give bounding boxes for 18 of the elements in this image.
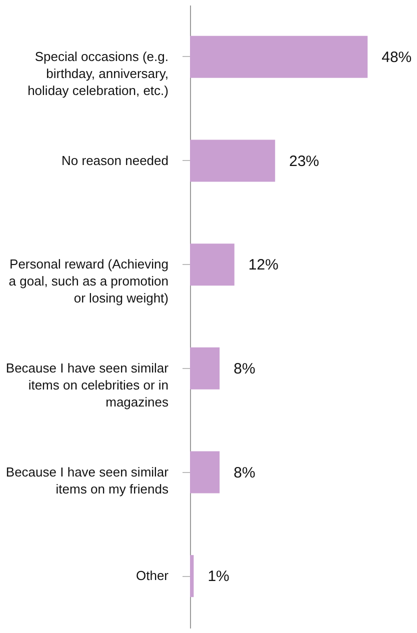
bar <box>190 244 234 286</box>
bar <box>190 36 368 78</box>
bar <box>190 451 220 494</box>
y-tick-label: Other <box>136 568 170 584</box>
y-tick-label: Because I have seen similar items on celebrities or in magazines <box>6 360 170 410</box>
bar <box>190 140 276 182</box>
data-label: 1% <box>208 568 230 586</box>
data-label: 12% <box>248 256 278 274</box>
data-label: 23% <box>289 152 320 170</box>
bar <box>190 555 194 598</box>
data-label: 8% <box>234 360 256 378</box>
y-tick-label: Because I have seen similar items on my friends <box>6 464 170 496</box>
data-label: 48% <box>382 48 412 66</box>
y-tick-label: Personal reward (Achieving a goal, such as a promotion or losing weight) <box>8 256 168 306</box>
y-tick-label: Special occasions (e.g. birthday, anniversary, holiday celebration, etc.) <box>28 48 168 98</box>
y-tick-label: No reason needed <box>62 152 168 168</box>
data-label: 8% <box>234 464 256 482</box>
bar <box>190 347 220 390</box>
